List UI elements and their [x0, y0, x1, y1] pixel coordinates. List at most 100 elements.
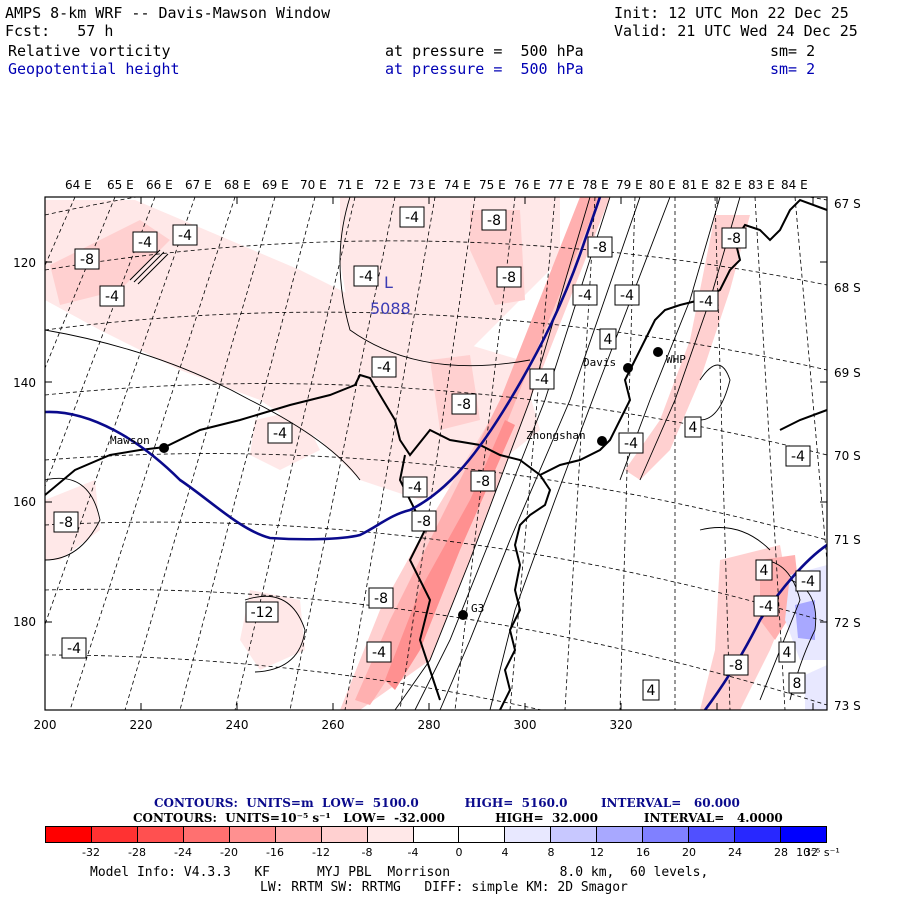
init-time: Init: 12 UTC Mon 22 Dec 25 [614, 4, 849, 22]
colorbar-label: 8 [547, 846, 555, 859]
vorticity-label-box [402, 476, 428, 498]
g3-station-label: G3 [471, 602, 484, 615]
vorticity-label: -4 [759, 599, 773, 615]
vorticity-label-box [172, 224, 198, 246]
colorbar-swatch [413, 827, 460, 842]
colorbar-swatch [137, 827, 184, 842]
lat-label: 67 S [834, 197, 861, 211]
stations: Mawson Davis WHP Zhongshan G3 [110, 347, 686, 620]
lon-label: 77 E [548, 178, 575, 192]
colorbar-label: 28 [774, 846, 788, 859]
vorticity-label-box [496, 266, 522, 288]
geopotential-height-contours [45, 197, 827, 710]
vorticity-label-box [368, 587, 394, 609]
vorticity-label-box [451, 393, 477, 415]
colorbar-label: -4 [407, 846, 419, 859]
colorbar-swatch [275, 827, 322, 842]
lon-label: 84 E [781, 178, 808, 192]
vorticity-label-box [795, 570, 821, 592]
vorticity-label: -4 [624, 436, 638, 452]
zhongshan-station-marker [597, 436, 607, 446]
vorticity-label-box [788, 672, 806, 694]
lon-label: 72 E [374, 178, 401, 192]
vorticity-label: 4 [689, 420, 698, 436]
vorticity-label: 4 [760, 563, 769, 579]
vorticity-label-box [618, 432, 644, 454]
vorticity-label-box [353, 265, 379, 287]
hatched-feature [129, 249, 169, 285]
y-tick-labels: 120 140 160 180 [13, 256, 36, 629]
vorticity-label-box [366, 641, 392, 663]
lon-label: 70 E [300, 178, 327, 192]
low-pressure-center: L 5088 [370, 273, 411, 318]
vorticity-label: -4 [377, 360, 391, 376]
field2-level: at pressure = 500 hPa [385, 60, 584, 78]
vorticity-label-box [470, 470, 496, 492]
vorticity-label-box [529, 368, 555, 390]
colorbar-label: -28 [128, 846, 146, 859]
vorticity-label: -8 [80, 252, 94, 268]
vorticity-contour-labels: -8 -4 -4 -4 -8 -4 -4 -8 -8 -4 -8 -4 4 -4 -8 -4 -4 4 -4 -4 -8… [53, 206, 821, 701]
vorticity-label: -4 [273, 426, 287, 442]
vorticity-label-box [399, 206, 425, 228]
colorbar-label: 16 [636, 846, 650, 859]
field1-name: Relative vorticity [8, 42, 171, 60]
vorticity-label: 4 [647, 683, 656, 699]
low-symbol: L [384, 273, 393, 292]
vorticity-label-box [371, 356, 397, 378]
vorticity-label: -8 [502, 270, 516, 286]
colorbar-swatch [689, 827, 736, 842]
model-info-line2: LW: RRTM SW: RRTMG DIFF: simple KM: 2D S… [260, 880, 628, 895]
lon-label: 73 E [409, 178, 436, 192]
colorbar-swatch [459, 827, 506, 842]
vorticity-contour-info: CONTOURS: UNITS=10⁻⁵ s⁻¹ LOW= -32.000 HI… [133, 811, 783, 825]
vorticity-label: -4 [105, 289, 119, 305]
vorticity-label-box [785, 445, 811, 467]
colorbar-label: -20 [220, 846, 238, 859]
lon-label: 74 E [444, 178, 471, 192]
vorticity-label: -4 [791, 449, 805, 465]
vorticity-label-box [132, 231, 158, 253]
lon-label: 82 E [715, 178, 742, 192]
colorbar-label: -12 [312, 846, 330, 859]
vorticity-label-box [411, 510, 437, 532]
vorticity-label: 8 [793, 676, 802, 692]
whp-station-label: WHP [666, 353, 686, 366]
vorticity-label: -8 [457, 397, 471, 413]
lat-label: 72 S [834, 616, 861, 630]
lon-label: 66 E [146, 178, 173, 192]
map-plot-area [45, 197, 827, 710]
vorticity-label-box [723, 654, 749, 676]
vorticity-label-box [53, 511, 79, 533]
x-tick-label: 240 [226, 718, 249, 732]
vorticity-label: -8 [729, 658, 743, 674]
vorticity-label: -4 [359, 269, 373, 285]
vorticity-label-box [599, 328, 617, 350]
lat-label: 70 S [834, 449, 861, 463]
colorbar-swatch [643, 827, 690, 842]
vorticity-label: -4 [699, 294, 713, 310]
vorticity-label-box [245, 601, 279, 623]
vorticity-label: -4 [578, 288, 592, 304]
colorbar-swatch [781, 827, 826, 842]
low-value: 5088 [370, 299, 411, 318]
mawson-station-label: Mawson [110, 434, 150, 447]
lon-label: 64 E [65, 178, 92, 192]
y-tick-label: 140 [13, 376, 36, 390]
lon-label: 68 E [224, 178, 251, 192]
colorbar-swatch [183, 827, 230, 842]
colorbar-swatch [735, 827, 781, 842]
x-tick-label: 320 [610, 718, 633, 732]
x-tick-label: 300 [514, 718, 537, 732]
vorticity-label-box [99, 285, 125, 307]
colorbar-label: -32 [82, 846, 100, 859]
vorticity-label: -4 [801, 574, 815, 590]
x-tick-label: 280 [418, 718, 441, 732]
x-tick-label: 200 [34, 718, 57, 732]
vorticity-label: -8 [593, 240, 607, 256]
vorticity-label: -4 [67, 641, 81, 657]
field1-level: at pressure = 500 hPa [385, 42, 584, 60]
vorticity-label: -8 [476, 474, 490, 490]
lat-label: 69 S [834, 366, 861, 380]
vorticity-label: -8 [487, 213, 501, 229]
